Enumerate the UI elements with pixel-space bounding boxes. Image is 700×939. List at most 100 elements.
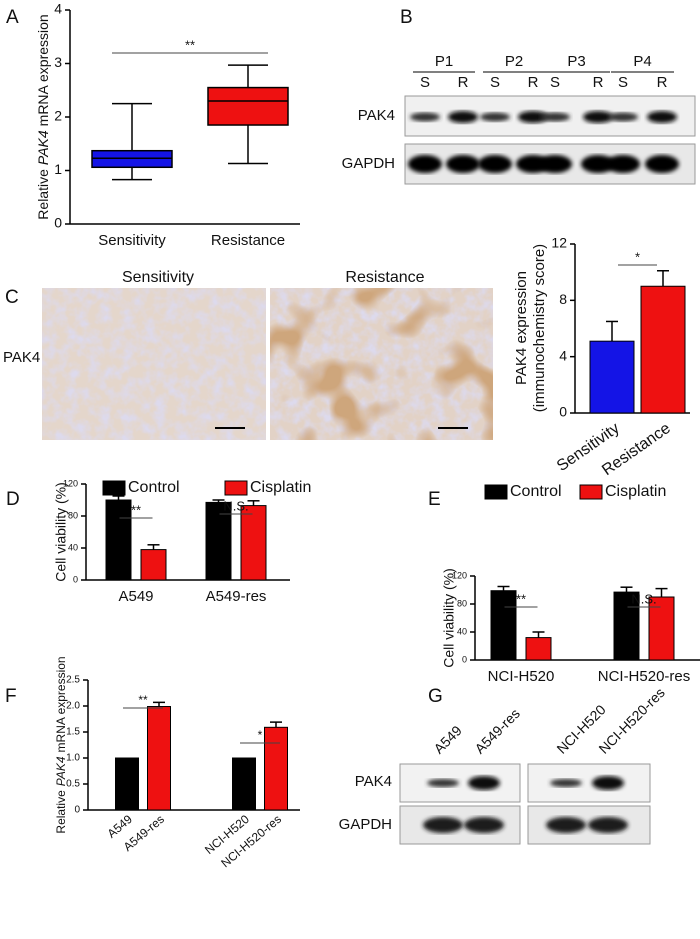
band [540, 112, 570, 122]
bar [490, 590, 517, 661]
bar [525, 637, 552, 661]
lane-label: NCI-H520-res [595, 684, 667, 756]
band [583, 111, 613, 123]
bar [147, 706, 171, 811]
blot-g [399, 763, 651, 845]
bar [240, 505, 267, 581]
lane-label: R [657, 74, 668, 91]
y-label-part: PAK4 [35, 130, 51, 165]
y-tick-label: 120 [63, 478, 78, 488]
band [464, 817, 504, 833]
patient-label: P1 [435, 53, 453, 70]
y-tick-label: 3 [54, 54, 62, 70]
band [410, 112, 440, 122]
significance-label: N.S. [631, 591, 656, 606]
band [427, 779, 459, 787]
y-tick-label: 0 [74, 805, 80, 816]
y-tick-label: 80 [68, 510, 78, 520]
x-tick-label: A549 [118, 588, 153, 605]
bar [640, 285, 686, 414]
band [480, 112, 510, 122]
bar [140, 549, 167, 581]
panel-letter: E [428, 489, 441, 510]
y-tick-label: 0.5 [66, 779, 80, 790]
row-label: GAPDH [339, 816, 392, 833]
legend-swatch [224, 480, 248, 496]
y-tick-label: 0 [462, 654, 467, 664]
band [581, 155, 615, 173]
y-tick-label: 4 [54, 1, 62, 17]
panel-letter: A [6, 7, 19, 28]
lane-label: R [528, 74, 539, 91]
panel-letter: C [5, 287, 19, 308]
band [423, 817, 463, 833]
lane-label: R [458, 74, 469, 91]
y-tick-label: 40 [68, 542, 78, 552]
y-tick-label: 0 [559, 404, 567, 420]
band [478, 155, 512, 173]
panel-letter: B [400, 7, 413, 28]
lane-label: A549 [430, 722, 465, 757]
legend-swatch [484, 484, 508, 500]
y-tick-label: 40 [457, 626, 467, 636]
bar [264, 726, 288, 811]
x-tick-label: A549-res [206, 588, 267, 605]
bar [105, 499, 132, 581]
y-label-part: mRNA expression [54, 656, 68, 752]
y-tick-label: 0 [73, 574, 78, 584]
y-tick-label: 1.5 [66, 727, 80, 738]
lane-label: S [490, 74, 500, 91]
band [647, 111, 677, 123]
lane-label: S [618, 74, 628, 91]
bar [205, 501, 232, 581]
panel-letter: D [6, 489, 20, 510]
lane-label: S [420, 74, 430, 91]
y-label-part: Relative [54, 790, 68, 834]
row-label: GAPDH [342, 155, 395, 172]
y-axis-label: (immunochemistry score) [531, 244, 548, 412]
y-tick-label: 80 [457, 598, 467, 608]
band [538, 155, 572, 173]
bar [232, 757, 256, 811]
significance-label: ** [138, 693, 148, 707]
y-axis-label: PAK4 expression [513, 271, 530, 385]
y-tick-label: 0 [54, 215, 62, 231]
y-tick-label: 1 [54, 161, 62, 177]
box [91, 149, 173, 169]
significance-label: * [258, 728, 263, 742]
bar [115, 757, 139, 811]
significance-label: ** [516, 591, 526, 606]
y-tick-label: 1.0 [66, 753, 80, 764]
lane-label: R [593, 74, 604, 91]
y-label-part: PAK4 [54, 756, 68, 786]
y-axis-label: Cell viability (%) [53, 482, 69, 582]
y-axis-label: Relative PAK4 mRNA expression [54, 656, 68, 833]
y-tick-label: 120 [452, 570, 467, 580]
y-tick-label: 12 [551, 235, 567, 251]
band [550, 779, 582, 787]
y-label-part: mRNA expression [35, 14, 51, 126]
panel-letter: F [5, 686, 17, 707]
band [408, 155, 442, 173]
patient-label: P2 [505, 53, 523, 70]
band [446, 155, 480, 173]
row-label: PAK4 [358, 107, 395, 124]
legend-label: Cisplatin [250, 479, 311, 496]
lane-label: A549-res [471, 705, 522, 756]
y-tick-label: 2.0 [66, 701, 80, 712]
band [448, 111, 478, 123]
patient-label: P4 [633, 53, 651, 70]
band [546, 817, 586, 833]
legend-swatch [579, 484, 603, 500]
y-tick-label: 2 [54, 108, 62, 124]
legend-label: Control [128, 479, 180, 496]
y-tick-label: 8 [559, 291, 567, 307]
band [645, 155, 679, 173]
significance-label: ** [131, 502, 141, 517]
legend-label: Cisplatin [605, 483, 666, 500]
row-label: PAK4 [355, 773, 392, 790]
panel-letter: G [428, 686, 443, 707]
band [606, 155, 640, 173]
row-label: PAK4 [3, 349, 40, 366]
